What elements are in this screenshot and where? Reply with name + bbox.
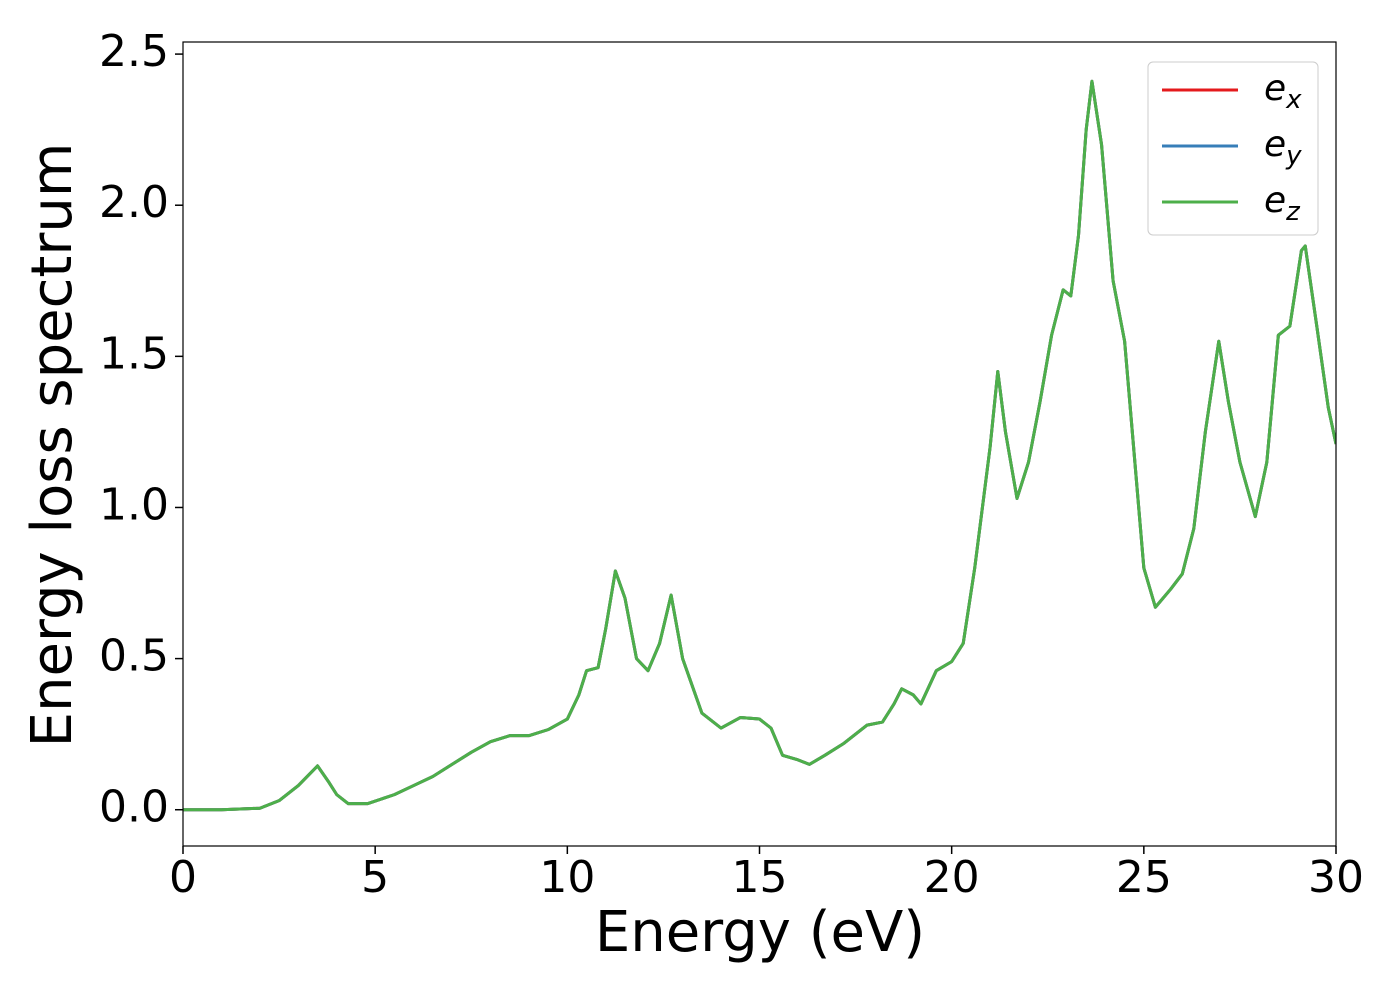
x-tick-label: 10 bbox=[539, 852, 595, 903]
y-tick-label: 2.5 bbox=[99, 26, 169, 77]
y-axis-label: Energy loss spectrum bbox=[20, 143, 85, 748]
y-tick-label: 1.0 bbox=[99, 479, 169, 530]
x-tick-label: 0 bbox=[169, 852, 197, 903]
legend-label: ez bbox=[1264, 180, 1301, 227]
x-axis-label: Energy (eV) bbox=[595, 900, 925, 965]
x-tick-label: 25 bbox=[1116, 852, 1172, 903]
x-tick-label: 30 bbox=[1308, 852, 1364, 903]
x-tick-label: 20 bbox=[924, 852, 980, 903]
x-tick-label: 5 bbox=[361, 852, 389, 903]
legend-label: ex bbox=[1264, 68, 1302, 115]
legend-box bbox=[1147, 61, 1319, 236]
x-tick-label: 15 bbox=[732, 852, 788, 903]
data-line bbox=[183, 79, 1336, 812]
y-tick-label: 0.0 bbox=[99, 782, 169, 833]
y-tick-label: 2.0 bbox=[99, 177, 169, 228]
y-tick-label: 0.5 bbox=[99, 631, 169, 682]
y-tick-label: 1.5 bbox=[99, 328, 169, 379]
legend-label: ey bbox=[1264, 124, 1302, 171]
plot-frame bbox=[182, 41, 1337, 847]
